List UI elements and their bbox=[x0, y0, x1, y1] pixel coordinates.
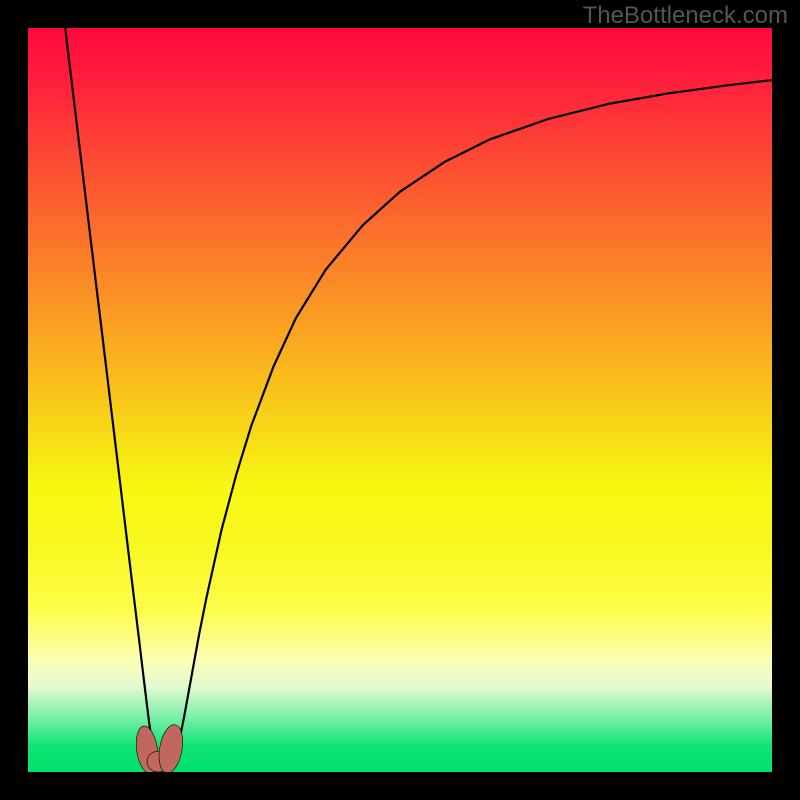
plot-svg bbox=[28, 28, 772, 772]
chart-canvas: TheBottleneck.com bbox=[0, 0, 800, 800]
gradient-background bbox=[28, 28, 772, 772]
plot-area bbox=[28, 28, 772, 772]
watermark-text: TheBottleneck.com bbox=[583, 2, 788, 30]
